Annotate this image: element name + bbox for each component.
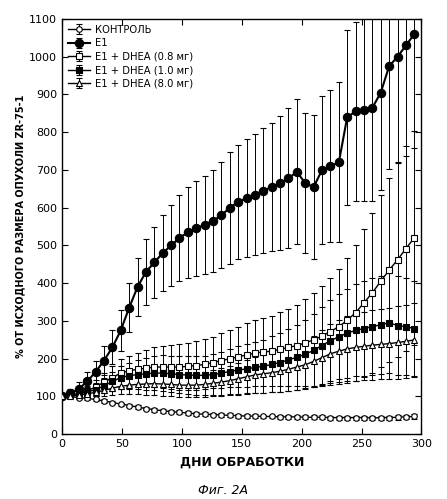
Legend: КОНТРОЛЬ, Е1, Е1 + DHEA (0.8 мг), Е1 + DHEA (1.0 мг), Е1 + DHEA (8.0 мг): КОНТРОЛЬ, Е1, Е1 + DHEA (0.8 мг), Е1 + D… bbox=[65, 22, 196, 92]
Text: Фиг. 2А: Фиг. 2А bbox=[198, 484, 249, 497]
X-axis label: ДНИ ОБРАБОТКИ: ДНИ ОБРАБОТКИ bbox=[180, 456, 304, 469]
Y-axis label: % ОТ ИСХОДНОГО РАЗМЕРА ОПУХОЛИ ZR-75-1: % ОТ ИСХОДНОГО РАЗМЕРА ОПУХОЛИ ZR-75-1 bbox=[15, 95, 25, 358]
